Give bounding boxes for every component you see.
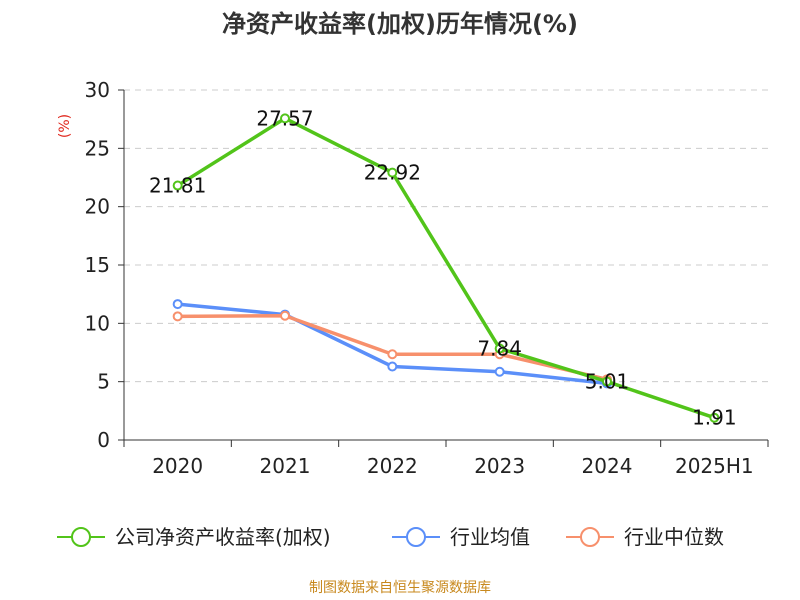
data-point xyxy=(709,412,720,423)
legend-item-2: 行业中位数 xyxy=(566,525,724,549)
legend-label: 行业中位数 xyxy=(624,525,724,549)
y-tick-label: 5 xyxy=(97,370,110,394)
data-point xyxy=(172,299,183,310)
x-tick-label: 2025H1 xyxy=(675,454,754,478)
legend-item-1: 行业均值 xyxy=(392,525,530,549)
data-labels: 21.81 27.57 22.92 7.84 5.01 1.91 xyxy=(149,106,737,429)
x-tick-label: 2024 xyxy=(582,454,633,478)
data-point xyxy=(602,376,612,387)
legend-marker xyxy=(580,527,600,547)
source-note: 制图数据来自恒生聚源数据库 xyxy=(309,580,491,596)
x-tick-label: 2021 xyxy=(260,454,311,478)
data-point xyxy=(387,349,398,360)
legend-marker xyxy=(71,527,91,547)
grid xyxy=(124,89,768,383)
series xyxy=(172,113,720,423)
legend-label: 行业均值 xyxy=(450,525,530,549)
data-point xyxy=(387,361,398,372)
x-tick-label: 2022 xyxy=(367,454,418,478)
data-point xyxy=(280,113,290,124)
data-point xyxy=(494,343,505,354)
data-point xyxy=(494,366,505,377)
y-axis-unit: (%) xyxy=(57,114,73,138)
series-line xyxy=(176,116,715,420)
data-point xyxy=(387,167,398,178)
data-label: 1.91 xyxy=(692,406,737,430)
x-tick-label: 2020 xyxy=(152,454,203,478)
series-1 xyxy=(172,299,612,389)
data-label: 21.81 xyxy=(149,174,206,198)
legend-marker xyxy=(406,527,426,547)
series-0 xyxy=(172,113,720,423)
y-tick-label: 30 xyxy=(85,78,110,102)
data-point xyxy=(280,310,290,321)
data-label: 22.92 xyxy=(364,161,421,185)
data-label: 27.57 xyxy=(256,106,313,130)
y-tick-label: 10 xyxy=(85,311,110,335)
y-tick-label: 20 xyxy=(85,195,110,219)
legend-item-0: 公司净资产收益率(加权) xyxy=(57,525,331,549)
data-label: 7.84 xyxy=(477,337,522,361)
chart-title: 净资产收益率(加权)历年情况(%) xyxy=(222,10,578,38)
y-tick-label: 0 xyxy=(97,428,110,452)
x-tick-label: 2023 xyxy=(474,454,525,478)
y-tick-label: 25 xyxy=(85,136,110,160)
y-tick-label: 15 xyxy=(85,253,110,277)
legend: 公司净资产收益率(加权) 行业均值 行业中位数 xyxy=(57,525,724,549)
series-2 xyxy=(172,310,612,385)
data-point xyxy=(172,311,183,322)
legend-label: 公司净资产收益率(加权) xyxy=(115,525,331,549)
axes: 0 5 10 15 20 25 30 2020 2021 2022 2023 2024 2025H1 xyxy=(85,78,769,478)
data-point xyxy=(172,180,183,191)
data-label: 5.01 xyxy=(585,370,630,394)
